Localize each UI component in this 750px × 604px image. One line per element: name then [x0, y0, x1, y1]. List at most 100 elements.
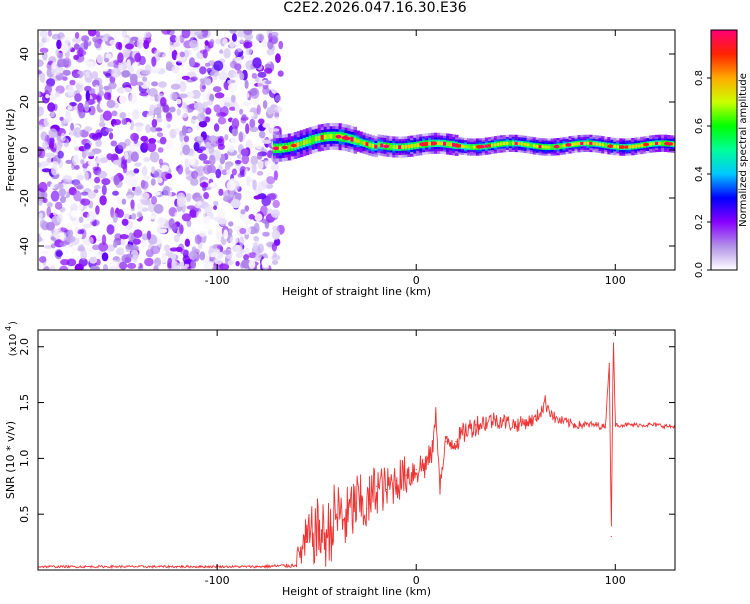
noise-blob: [173, 128, 181, 135]
noise-blob: [149, 151, 160, 163]
snr-data-point: [345, 519, 348, 521]
signal-peak: [643, 142, 650, 147]
noise-blob: [129, 93, 138, 104]
signal-strip: [404, 144, 408, 149]
snr-data-point: [495, 418, 497, 420]
colorbar-tick-label: 0.4: [694, 166, 705, 182]
noise-blob: [238, 131, 243, 143]
snr-data-point: [545, 402, 547, 404]
noise-blob: [255, 251, 262, 261]
snr-data-point: [355, 502, 358, 504]
noise-blob: [135, 125, 143, 133]
snr-data-point: [439, 485, 441, 487]
noise-blob: [112, 119, 122, 126]
noise-blob: [249, 144, 255, 149]
snr-data-point: [117, 566, 119, 568]
noise-blob: [67, 85, 75, 96]
noise-blob: [132, 255, 138, 263]
snr-data-point: [475, 424, 477, 426]
noise-blob: [184, 263, 190, 268]
noise-blob: [50, 190, 60, 202]
noise-blob: [191, 170, 199, 179]
noise-blob: [106, 99, 116, 109]
snr-xtick-label: 0: [413, 574, 420, 587]
noise-blob: [91, 71, 99, 79]
noise-blob: [98, 84, 104, 93]
noise-blob: [154, 222, 161, 228]
noise-blob: [41, 162, 50, 167]
noise-blob: [252, 57, 262, 69]
signal-strip: [505, 141, 510, 145]
noise-blob: [97, 170, 108, 179]
noise-blob: [249, 201, 257, 209]
noise-blob: [74, 263, 84, 270]
noise-blob: [119, 234, 129, 240]
noise-blob: [164, 244, 170, 253]
noise-blob: [241, 154, 250, 165]
noise-blob: [183, 49, 190, 58]
noise-blob: [190, 30, 197, 38]
snr-ytick-label: 0.5: [18, 505, 31, 523]
noise-blob: [146, 230, 152, 240]
noise-blob: [198, 230, 207, 237]
noise-blob: [217, 116, 227, 125]
signal-strip: [287, 144, 292, 150]
noise-blob: [46, 157, 53, 163]
noise-blob: [171, 65, 180, 74]
signal-peak: [455, 144, 461, 148]
signal-strip: [359, 140, 364, 145]
noise-blob: [214, 258, 223, 265]
signal-strip: [517, 142, 522, 146]
signal-peak: [478, 144, 485, 149]
noise-blob: [182, 144, 191, 156]
noise-blob: [246, 176, 251, 187]
noise-blob: [270, 209, 280, 218]
noise-blob: [95, 139, 102, 148]
noise-blob: [152, 191, 161, 196]
noise-blob: [77, 232, 83, 239]
snr-data-point: [610, 535, 612, 538]
snr-data-point: [365, 508, 368, 510]
signal-strip: [601, 143, 605, 147]
noise-blob: [38, 106, 45, 117]
noise-blob: [196, 124, 201, 131]
noise-blob: [262, 86, 270, 95]
signal-strip: [305, 139, 310, 144]
noise-blob: [94, 39, 102, 49]
noise-blob: [256, 160, 264, 171]
noise-blob: [128, 232, 134, 243]
noise-blob: [130, 132, 140, 142]
noise-blob: [143, 31, 152, 38]
noise-blob: [56, 39, 62, 50]
noise-blob: [89, 256, 98, 264]
noise-blob: [171, 223, 178, 232]
snr-scale-label: (x10 4): [4, 321, 19, 356]
noise-blob: [77, 102, 84, 113]
noise-blob: [223, 101, 231, 108]
signal-strip: [296, 142, 301, 147]
noise-blob: [179, 51, 185, 58]
noise-blob: [176, 196, 186, 207]
noise-blob: [203, 203, 213, 214]
noise-blob: [162, 104, 170, 113]
noise-blob: [165, 139, 174, 150]
noise-blob: [258, 118, 265, 125]
noise-blob: [245, 47, 253, 55]
noise-blob: [223, 229, 229, 240]
noise-blob: [272, 225, 280, 232]
noise-blob: [134, 52, 142, 63]
noise-blob: [144, 257, 154, 267]
noise-blob: [245, 123, 250, 135]
noise-blob: [109, 132, 114, 140]
noise-blob: [169, 34, 178, 43]
noise-blob: [38, 91, 41, 98]
snr-data-point: [316, 530, 318, 532]
noise-blob: [124, 225, 129, 236]
noise-blob: [188, 57, 196, 67]
signal-strip: [278, 145, 283, 151]
signal-strip: [538, 145, 543, 149]
noise-blob: [74, 93, 82, 102]
noise-blob: [217, 138, 223, 144]
signal-strip: [353, 137, 358, 143]
noise-blob: [142, 76, 148, 82]
